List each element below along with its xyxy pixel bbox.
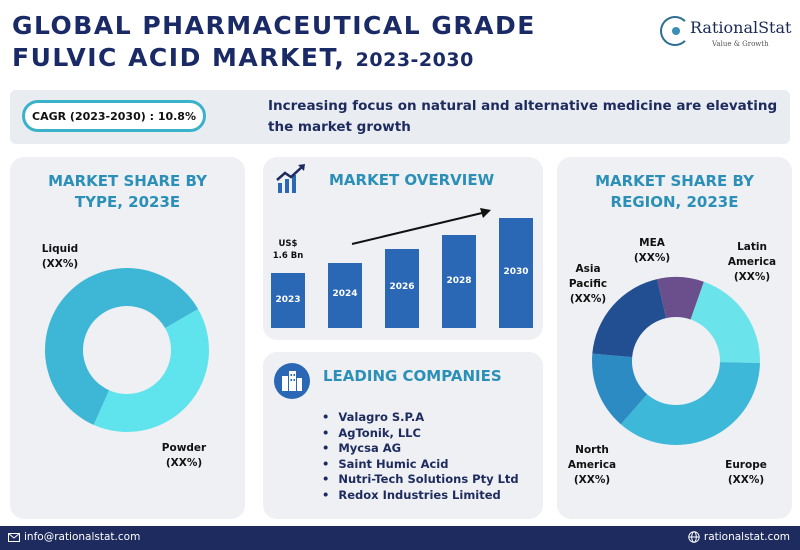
powder-name: Powder bbox=[161, 442, 207, 454]
brand-name: RationalStat bbox=[690, 18, 792, 37]
type-title-line-2: TYPE, 2023E bbox=[74, 193, 181, 211]
bar-year-label: 2028 bbox=[446, 275, 472, 286]
region-label-line: Europe bbox=[725, 459, 767, 471]
bar-year-label: 2030 bbox=[503, 267, 529, 277]
title-line-2: FULVIC ACID MARKET, 2023-2030 bbox=[12, 42, 572, 76]
bar-2024 bbox=[328, 262, 362, 328]
region-slice-north-america bbox=[591, 353, 648, 425]
powder-value: (XX%) bbox=[165, 457, 203, 469]
company-item: Saint Humic Acid bbox=[322, 457, 519, 473]
bar-2028 bbox=[442, 235, 476, 328]
type-card-title: MARKET SHARE BY TYPE, 2023E bbox=[10, 171, 245, 213]
page-title: GLOBAL PHARMACEUTICAL GRADE FULVIC ACID … bbox=[12, 10, 572, 76]
type-label-liquid: Liquid (XX%) bbox=[30, 242, 90, 272]
bar-value-label: US$ 1.6 Bn bbox=[272, 238, 304, 262]
globe-icon bbox=[688, 531, 700, 543]
region-label-north-america: North America (XX%) bbox=[557, 443, 627, 488]
logo-dot-icon bbox=[672, 27, 680, 35]
banner-headline: Increasing focus on natural and alternat… bbox=[268, 98, 778, 135]
bar-2026 bbox=[385, 248, 419, 328]
bar-2030 bbox=[499, 218, 533, 328]
region-label-line: North bbox=[575, 444, 609, 456]
logo-ring-icon bbox=[660, 16, 690, 46]
footer-website-text: rationalstat.com bbox=[703, 531, 790, 543]
type-label-powder: Powder (XX%) bbox=[152, 441, 216, 471]
region-label-line: (XX%) bbox=[573, 474, 611, 486]
type-title-line-1: MARKET SHARE BY bbox=[48, 172, 207, 190]
region-label-line: (XX%) bbox=[727, 474, 765, 486]
bar-year-label: 2026 bbox=[389, 282, 415, 293]
bar-value-currency: US$ bbox=[278, 239, 298, 249]
title-line-1: GLOBAL PHARMACEUTICAL GRADE bbox=[12, 11, 536, 40]
liquid-name: Liquid bbox=[41, 243, 79, 255]
region-label-line: (XX%) bbox=[633, 252, 671, 264]
company-item: Nutri-Tech Solutions Pty Ltd bbox=[322, 472, 518, 488]
company-item: Redox Industries Limited bbox=[322, 488, 519, 504]
region-label-mea: MEA (XX%) bbox=[617, 236, 687, 266]
company-item: Valagro S.P.A bbox=[322, 410, 519, 426]
footer-email-text: info@rationalstat.com bbox=[24, 531, 141, 543]
liquid-value: (XX%) bbox=[41, 258, 79, 270]
brand-tagline: Value & Growth bbox=[712, 40, 769, 48]
region-title-line-1: MARKET SHARE BY bbox=[595, 172, 754, 190]
cagr-badge: CAGR (2023-2030) : 10.8% bbox=[22, 100, 206, 132]
footer-bar: info@rationalstat.com rationalstat.com bbox=[0, 526, 800, 550]
company-item: Mycsa AG bbox=[322, 441, 519, 457]
bar-year-label: 2024 bbox=[332, 289, 358, 300]
region-label-europe: Europe (XX%) bbox=[711, 458, 781, 488]
company-item: AgTonik, LLC bbox=[322, 426, 519, 442]
region-label-latin-america: Latin America (XX%) bbox=[717, 240, 787, 285]
trend-arrow-head-icon bbox=[480, 208, 491, 218]
region-slice-mea bbox=[657, 277, 704, 320]
region-slice-asia-pacific bbox=[592, 279, 667, 358]
type-slice-liquid bbox=[93, 309, 209, 432]
title-market: FULVIC ACID MARKET, bbox=[12, 43, 346, 72]
region-label-asia-pacific: Asia Pacific (XX%) bbox=[553, 262, 623, 307]
companies-title: LEADING COMPANIES bbox=[323, 367, 502, 385]
cagr-banner: CAGR (2023-2030) : 10.8% Increasing focu… bbox=[10, 90, 790, 144]
buildings-icon bbox=[274, 363, 310, 399]
region-label-line: Pacific bbox=[568, 278, 608, 290]
region-label-line: (XX%) bbox=[569, 293, 607, 305]
bar-2023 bbox=[271, 273, 305, 328]
mail-icon bbox=[8, 532, 20, 542]
title-years: 2023-2030 bbox=[355, 49, 474, 71]
footer-email[interactable]: info@rationalstat.com bbox=[8, 531, 140, 543]
region-label-line: America bbox=[727, 256, 777, 268]
footer-website[interactable]: rationalstat.com bbox=[688, 531, 790, 543]
region-label-line: Latin bbox=[737, 241, 767, 253]
region-label-line: America bbox=[567, 459, 617, 471]
region-slice-latin-america bbox=[690, 281, 760, 364]
region-card-title: MARKET SHARE BY REGION, 2023E bbox=[557, 171, 792, 213]
type-slice-powder bbox=[45, 268, 199, 425]
companies-list: Valagro S.P.A AgTonik, LLC Mycsa AG Sain… bbox=[322, 410, 519, 504]
region-label-line: (XX%) bbox=[733, 271, 771, 283]
region-label-line: MEA bbox=[639, 237, 665, 249]
growth-chart-icon bbox=[276, 164, 305, 193]
brand-logo: RationalStat Value & Growth bbox=[660, 14, 792, 54]
region-title-line-2: REGION, 2023E bbox=[610, 193, 739, 211]
overview-title: MARKET OVERVIEW bbox=[329, 171, 495, 189]
region-label-line: Asia bbox=[575, 263, 601, 275]
bar-value-amount: 1.6 Bn bbox=[272, 251, 304, 261]
bar-year-label: 2023 bbox=[275, 294, 301, 305]
trend-arrow-line bbox=[351, 212, 483, 245]
region-slice-europe bbox=[620, 362, 760, 445]
